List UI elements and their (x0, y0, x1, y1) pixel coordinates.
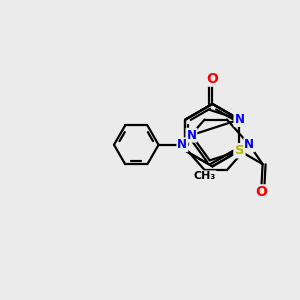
Text: CH₃: CH₃ (194, 171, 216, 181)
Text: S: S (235, 144, 244, 157)
Text: N: N (177, 138, 188, 151)
Text: N: N (234, 113, 244, 126)
Text: N: N (244, 138, 254, 151)
Text: N: N (234, 144, 244, 157)
Text: O: O (206, 72, 218, 86)
Text: O: O (255, 185, 267, 200)
Text: N: N (186, 129, 197, 142)
